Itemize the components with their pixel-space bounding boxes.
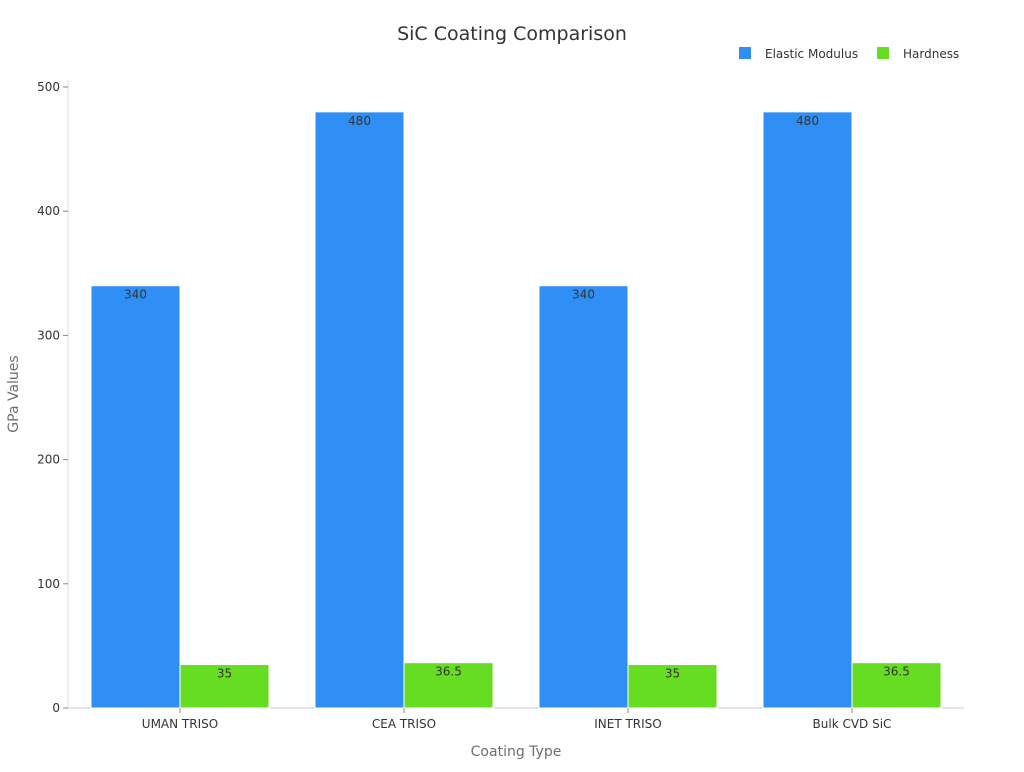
y-tick-label: 300 xyxy=(37,328,60,342)
data-label-elastic-modulus-bulk-cvd-sic: 480 xyxy=(796,114,819,128)
legend-swatch-hardness xyxy=(877,47,889,59)
bar-elastic-modulus-inet-triso xyxy=(538,285,629,709)
x-tick-label-cea-triso: CEA TRISO xyxy=(372,717,436,731)
y-tick-label: 200 xyxy=(37,453,60,467)
data-label-elastic-modulus-uman-triso: 340 xyxy=(124,288,147,302)
bar-elastic-modulus-bulk-cvd-sic xyxy=(762,111,853,709)
y-tick-label: 400 xyxy=(37,204,60,218)
bar-elastic-modulus-cea-triso xyxy=(314,111,405,709)
bar-hardness-uman-triso xyxy=(179,664,270,709)
legend-label-elastic-modulus: Elastic Modulus xyxy=(765,47,858,61)
legend-label-hardness: Hardness xyxy=(903,47,959,61)
x-axis-ticks: UMAN TRISO CEA TRISO INET TRISO Bulk CVD Si… xyxy=(142,708,892,731)
data-label-hardness-bulk-cvd-sic: 36.5 xyxy=(883,665,910,679)
data-label-hardness-uman-triso: 35 xyxy=(217,667,232,681)
chart-title: SiC Coating Comparison xyxy=(397,23,627,45)
data-label-hardness-cea-triso: 36.5 xyxy=(435,665,462,679)
y-axis-ticks: 0 100 200 300 400 500 xyxy=(37,80,68,715)
bar-elastic-modulus-uman-triso xyxy=(90,285,181,709)
legend-swatch-elastic-modulus xyxy=(739,47,751,59)
x-tick-label-uman-triso: UMAN TRISO xyxy=(142,717,218,731)
legend: Elastic Modulus Hardness xyxy=(739,47,959,61)
bar-hardness-cea-triso xyxy=(403,662,494,709)
y-tick-label: 500 xyxy=(37,80,60,94)
x-tick-label-inet-triso: INET TRISO xyxy=(594,717,662,731)
bars xyxy=(90,111,942,709)
x-axis-title: Coating Type xyxy=(471,744,562,760)
bar-hardness-inet-triso xyxy=(627,664,718,709)
y-tick-label: 100 xyxy=(37,577,60,591)
bar-hardness-bulk-cvd-sic xyxy=(851,662,942,709)
x-tick-label-bulk-cvd-sic: Bulk CVD SiC xyxy=(813,717,892,731)
data-label-hardness-inet-triso: 35 xyxy=(665,667,680,681)
data-label-elastic-modulus-inet-triso: 340 xyxy=(572,288,595,302)
y-axis-title: GPa Values xyxy=(6,355,22,432)
data-label-elastic-modulus-cea-triso: 480 xyxy=(348,114,371,128)
y-tick-label: 0 xyxy=(52,701,60,715)
bar-data-labels: 340 35 480 36.5 340 35 480 36.5 xyxy=(124,114,910,681)
